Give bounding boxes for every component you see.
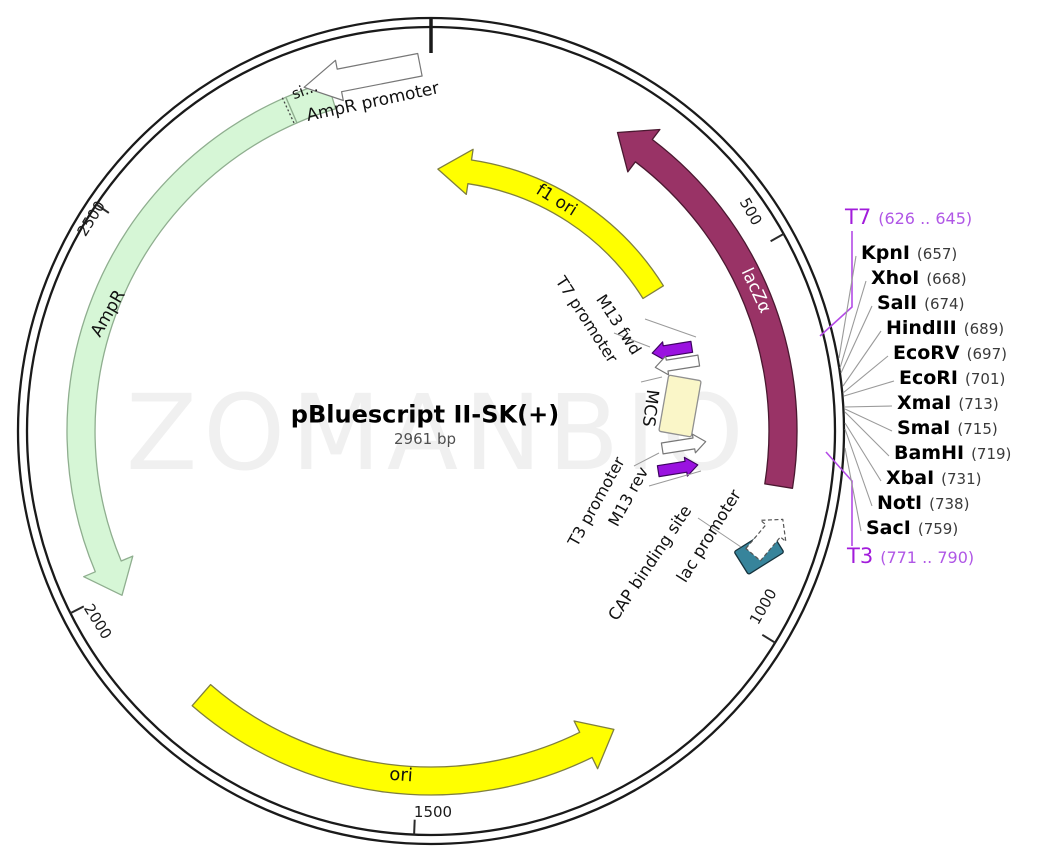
feature-arc-f1-ori — [437, 148, 665, 300]
lac-promoter-arrow — [745, 518, 787, 562]
connector-line-1 — [644, 318, 697, 338]
leader-hindiii — [842, 330, 882, 387]
connector-line-0 — [613, 332, 651, 348]
leader-sali — [840, 305, 873, 374]
t3-promoter-arrow — [656, 456, 699, 478]
leader-kpni — [838, 255, 857, 359]
leader-noti — [844, 428, 873, 507]
leader-xmai — [843, 405, 893, 408]
watermark: ZOMANBIO — [126, 372, 750, 494]
t3-leader — [825, 451, 853, 546]
leader-smai — [844, 408, 893, 432]
leader-saci — [844, 447, 862, 532]
mcs-block — [658, 374, 702, 438]
connector-line-2 — [640, 376, 663, 383]
m13-fwd-arrow — [654, 354, 701, 376]
m13-rev-arrow — [660, 433, 707, 455]
backbone-inner-ring — [25, 25, 837, 837]
leader-xbai — [844, 422, 882, 482]
connector-line-5 — [697, 517, 742, 548]
tick-1000 — [761, 633, 776, 644]
t7-leader — [819, 231, 853, 337]
tick-2000 — [69, 605, 85, 615]
leader-xhoi — [839, 280, 867, 369]
feature-arc-ori — [191, 683, 615, 796]
feature-arc-ampr — [66, 96, 298, 596]
leader-bamhi — [844, 411, 890, 457]
feature-arc-lacza — [616, 128, 798, 489]
connector-line-4 — [648, 470, 702, 487]
tick-1500 — [413, 819, 416, 835]
ampr-promoter-arrow — [303, 52, 423, 102]
signal-divider — [281, 96, 295, 124]
tick-500 — [770, 233, 785, 243]
leader-ecorv — [842, 355, 889, 394]
backbone-outer-ring — [16, 16, 846, 846]
tick-2500 — [95, 203, 110, 214]
t7-promoter-arrow — [651, 340, 694, 362]
leader-ecori — [843, 380, 895, 397]
connector-line-3 — [633, 452, 660, 467]
